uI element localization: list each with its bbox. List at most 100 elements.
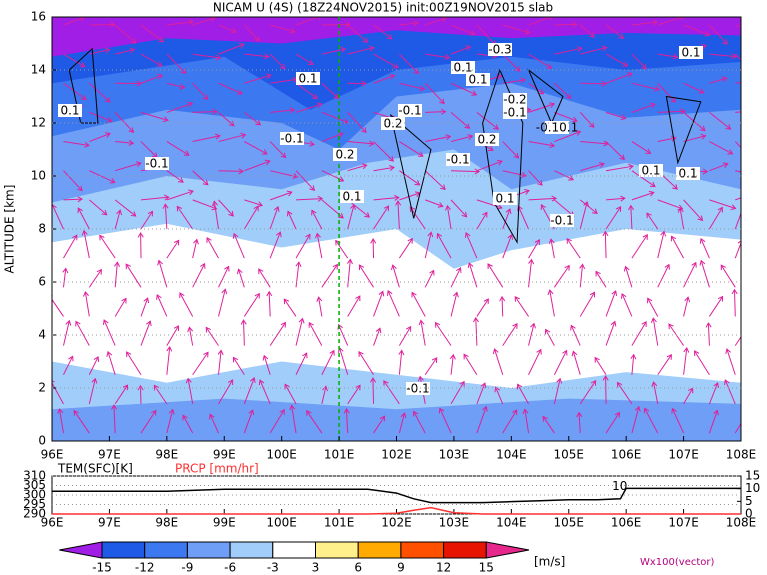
vector — [192, 111, 217, 113]
vector-head — [338, 213, 344, 219]
vector-head — [106, 350, 113, 357]
vector — [631, 234, 648, 259]
vector-head — [361, 127, 367, 133]
vector — [153, 385, 168, 405]
vector — [373, 328, 381, 346]
x-tick-label: 97E — [98, 448, 121, 462]
vector-head — [284, 383, 290, 390]
vector-head — [394, 194, 400, 201]
vector-head — [179, 83, 186, 90]
vector-head — [493, 124, 499, 130]
vector — [218, 350, 222, 375]
vector — [140, 211, 153, 230]
contour-label: 0.2 — [335, 148, 354, 162]
vector-head — [463, 353, 469, 360]
contour-label: 0.2 — [477, 133, 496, 147]
vector-head — [576, 411, 583, 418]
label-box — [340, 190, 364, 203]
vector-head — [680, 17, 685, 21]
vector — [683, 199, 703, 221]
vector — [115, 48, 135, 55]
vector — [347, 24, 368, 43]
vector — [373, 53, 399, 69]
vector — [542, 416, 555, 434]
vector-head — [389, 165, 395, 171]
contour-label: -0.3 — [488, 43, 511, 57]
vector — [735, 111, 741, 113]
vector-head — [556, 377, 563, 384]
vector-head — [440, 184, 446, 190]
vector — [238, 269, 245, 288]
vector — [269, 53, 286, 70]
vector-head — [75, 320, 81, 327]
label-box — [451, 61, 475, 74]
vector — [630, 205, 633, 230]
vector — [192, 135, 220, 143]
vector — [450, 24, 475, 35]
vector-head — [511, 409, 518, 416]
vector — [166, 170, 184, 183]
contour-label: 0.1 — [60, 104, 79, 118]
vector-head — [398, 349, 405, 356]
vector-head — [536, 348, 542, 355]
x-tick-label: 105E — [554, 448, 585, 462]
vector-head — [162, 203, 169, 209]
vector — [398, 413, 405, 434]
vector-head — [620, 114, 627, 121]
vector-head — [215, 54, 222, 61]
vector-head — [392, 63, 399, 69]
vector — [594, 357, 607, 376]
y-tick-label: 290 — [23, 507, 46, 521]
vector-head — [445, 134, 452, 141]
vector — [657, 264, 670, 288]
vector-head — [471, 90, 478, 96]
vector — [708, 410, 718, 434]
vector-head — [413, 20, 419, 27]
vector — [604, 231, 607, 259]
vector-head — [461, 211, 468, 218]
vector — [572, 351, 581, 375]
vector — [316, 233, 323, 259]
vector — [720, 264, 736, 288]
vector — [243, 377, 255, 405]
vector-head — [104, 47, 111, 54]
colorbar-unit: [m/s] — [534, 555, 565, 569]
vector-head — [549, 17, 553, 21]
vector-head — [670, 135, 677, 142]
vector-head — [664, 263, 670, 270]
y-tick-label: 6 — [38, 275, 46, 289]
vector-head — [464, 232, 471, 238]
vector-head — [395, 200, 402, 206]
vector — [166, 409, 174, 434]
vector-head — [249, 377, 256, 383]
colorbar-cell — [229, 541, 274, 559]
vector-head — [122, 384, 129, 391]
vector-head — [405, 325, 412, 332]
vector-head — [602, 375, 609, 381]
vector-head — [307, 59, 314, 65]
vector-head — [409, 206, 416, 213]
vector — [270, 78, 298, 84]
vector — [156, 294, 168, 317]
vector — [657, 231, 665, 259]
vector-head — [279, 409, 285, 415]
y-tick-label: 4 — [38, 328, 46, 342]
vector — [62, 268, 67, 288]
x-tick-label: 107E — [668, 448, 699, 462]
vector-head — [147, 210, 153, 217]
vector-head — [724, 379, 730, 385]
label-box — [466, 73, 490, 86]
y-tick-label: 295 — [23, 497, 46, 511]
vector-head — [700, 44, 707, 50]
vector-head — [437, 202, 444, 208]
vector — [73, 410, 90, 434]
vector-head — [254, 292, 260, 299]
label-box — [296, 72, 320, 85]
vector-head — [370, 238, 377, 244]
x-tick-label: 97E — [98, 516, 121, 530]
x-tick-label: 102E — [381, 516, 412, 530]
contour-label: -0.2 — [503, 93, 526, 107]
vector — [140, 196, 169, 201]
vector-head — [130, 38, 137, 44]
vector-head — [549, 102, 556, 108]
